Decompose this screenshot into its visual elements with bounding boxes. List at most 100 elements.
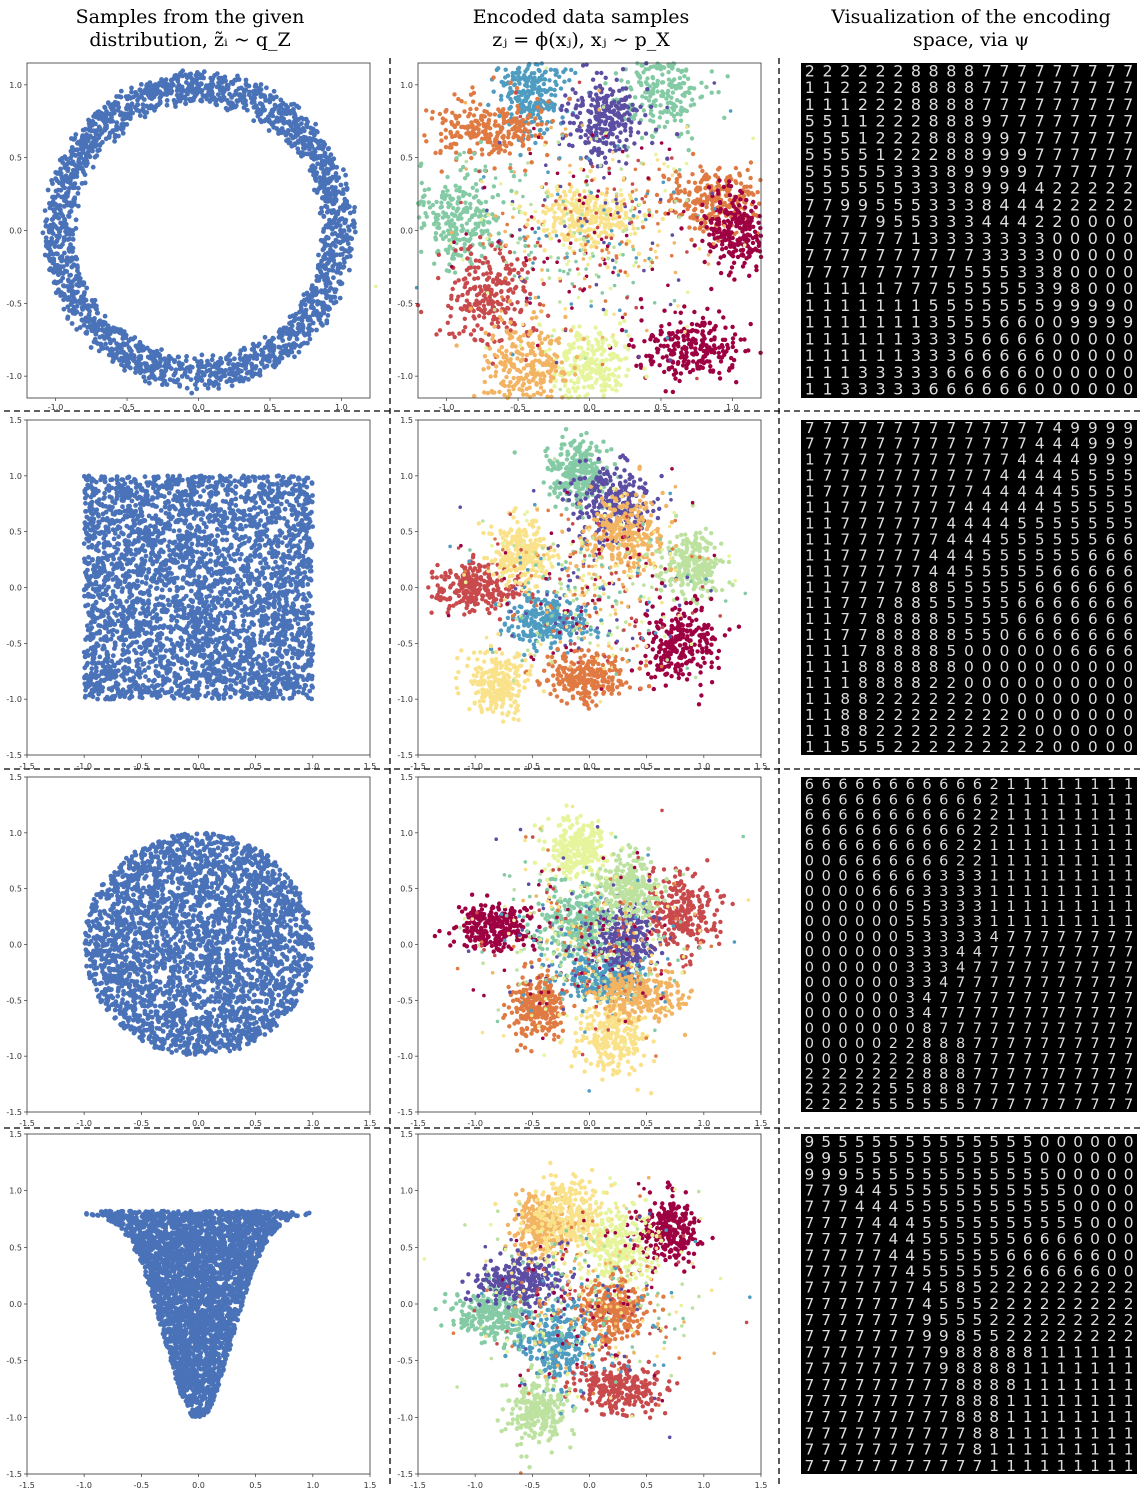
data-point bbox=[520, 357, 525, 362]
data-point bbox=[686, 192, 692, 197]
data-point bbox=[706, 185, 712, 190]
data-point bbox=[224, 379, 230, 385]
data-point bbox=[434, 332, 439, 337]
data-point bbox=[205, 385, 211, 391]
data-point bbox=[88, 128, 94, 134]
column-heading-line: Encoded data samples bbox=[401, 6, 761, 29]
data-point bbox=[519, 123, 525, 128]
data-point bbox=[324, 167, 330, 173]
data-point bbox=[68, 208, 74, 214]
data-point bbox=[496, 231, 501, 236]
data-point bbox=[588, 169, 593, 174]
data-point bbox=[733, 212, 738, 217]
data-point bbox=[90, 317, 96, 323]
data-point bbox=[112, 138, 117, 144]
data-point bbox=[737, 225, 743, 231]
data-point bbox=[725, 342, 730, 348]
data-point bbox=[266, 114, 271, 120]
data-point bbox=[651, 99, 657, 104]
data-point bbox=[333, 224, 339, 230]
data-point bbox=[466, 302, 472, 307]
data-point bbox=[552, 352, 557, 357]
data-point bbox=[270, 352, 276, 357]
data-point bbox=[287, 326, 293, 332]
data-point bbox=[333, 210, 339, 216]
data-point bbox=[439, 138, 444, 143]
data-point bbox=[739, 252, 744, 258]
data-point bbox=[489, 243, 494, 248]
data-point bbox=[110, 128, 116, 134]
data-point bbox=[678, 310, 683, 315]
data-point bbox=[480, 152, 485, 157]
data-point bbox=[509, 112, 514, 117]
data-point bbox=[66, 160, 72, 165]
data-point bbox=[706, 175, 712, 180]
data-point bbox=[60, 160, 66, 165]
data-point bbox=[180, 68, 186, 74]
data-point bbox=[736, 242, 742, 247]
data-point bbox=[73, 217, 79, 223]
data-point bbox=[721, 315, 726, 320]
data-point bbox=[603, 81, 608, 86]
data-point bbox=[118, 94, 124, 100]
data-point bbox=[517, 236, 523, 241]
data-point bbox=[618, 130, 623, 135]
data-point bbox=[632, 231, 638, 236]
data-point bbox=[602, 155, 608, 160]
data-point bbox=[673, 334, 679, 339]
data-point bbox=[201, 364, 206, 369]
data-point bbox=[729, 355, 734, 361]
data-point bbox=[459, 307, 465, 312]
data-point bbox=[274, 94, 279, 100]
data-point bbox=[535, 105, 541, 110]
data-point bbox=[671, 372, 677, 377]
data-point bbox=[325, 199, 331, 204]
data-point bbox=[499, 381, 504, 386]
data-point bbox=[215, 365, 221, 370]
data-point bbox=[75, 265, 80, 271]
data-point bbox=[229, 383, 235, 389]
data-point bbox=[593, 85, 598, 90]
data-point bbox=[692, 226, 698, 231]
data-point bbox=[479, 147, 485, 152]
data-point bbox=[507, 367, 512, 373]
data-point bbox=[501, 80, 506, 85]
data-point bbox=[604, 93, 609, 99]
data-point bbox=[472, 265, 478, 270]
data-point bbox=[318, 154, 323, 160]
data-point bbox=[644, 353, 649, 359]
data-point bbox=[734, 380, 739, 385]
data-point bbox=[527, 385, 532, 390]
data-point bbox=[95, 148, 101, 154]
data-point bbox=[443, 247, 449, 252]
data-point bbox=[264, 363, 270, 369]
data-point bbox=[454, 116, 459, 121]
data-point bbox=[461, 207, 467, 212]
data-point bbox=[488, 374, 493, 379]
data-point bbox=[738, 197, 743, 202]
data-point bbox=[486, 135, 491, 140]
data-point bbox=[497, 109, 503, 114]
data-point bbox=[547, 347, 552, 352]
data-point bbox=[319, 288, 324, 294]
data-point bbox=[40, 230, 46, 236]
data-point bbox=[632, 113, 637, 118]
data-point bbox=[709, 69, 714, 74]
data-point bbox=[732, 197, 737, 203]
data-point bbox=[299, 316, 304, 322]
data-point bbox=[69, 321, 75, 326]
data-point bbox=[613, 367, 618, 372]
data-point bbox=[255, 371, 261, 377]
column-heading-line: zⱼ = ϕ(xⱼ), xⱼ ~ p_X bbox=[401, 29, 761, 52]
data-point bbox=[560, 115, 565, 120]
data-point bbox=[478, 102, 483, 107]
data-point bbox=[714, 221, 720, 226]
data-point bbox=[104, 109, 109, 114]
data-point bbox=[330, 268, 336, 273]
data-point bbox=[730, 365, 735, 370]
data-point bbox=[456, 96, 461, 102]
data-point bbox=[659, 80, 665, 85]
data-point bbox=[267, 348, 273, 354]
data-point bbox=[602, 369, 607, 374]
data-point bbox=[574, 354, 580, 360]
